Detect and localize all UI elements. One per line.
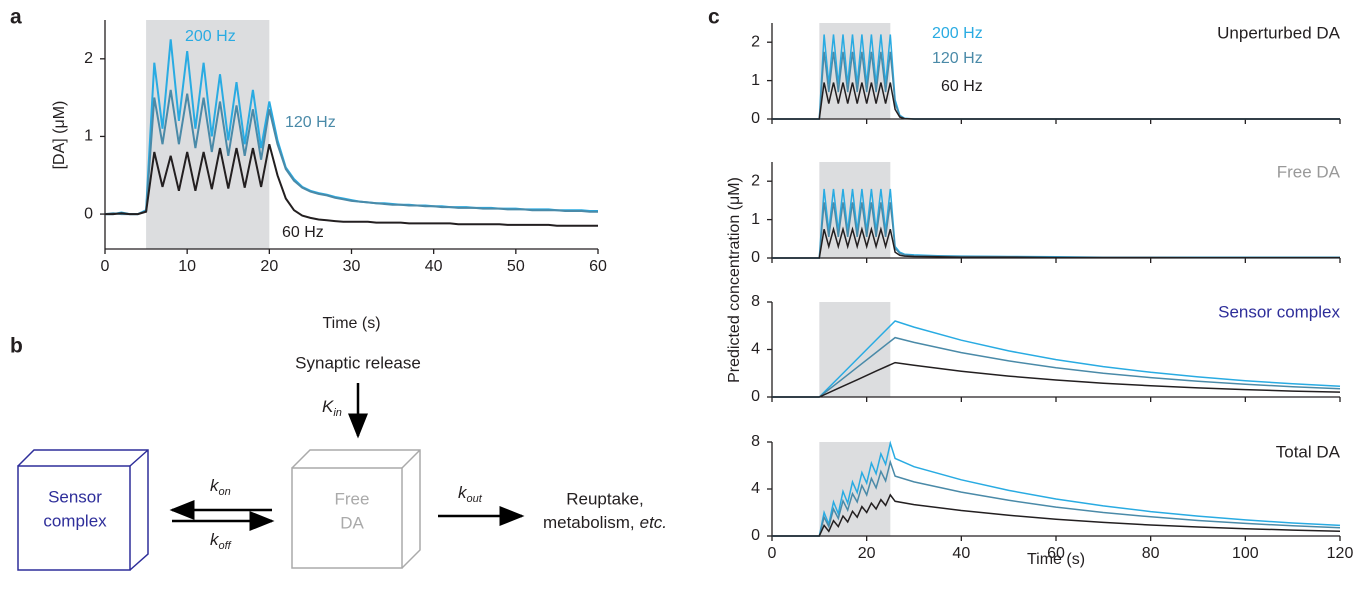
subscript: off bbox=[219, 540, 232, 552]
symbol: k bbox=[210, 530, 220, 549]
rate-label: kout bbox=[458, 483, 483, 504]
y-tick-label: 0 bbox=[751, 249, 760, 266]
symbol: k bbox=[458, 483, 468, 502]
x-tick-label: 60 bbox=[589, 258, 607, 275]
sensor-cube bbox=[17, 449, 149, 571]
y-tick-label: 1 bbox=[751, 211, 760, 228]
y-tick-label: 0 bbox=[751, 110, 760, 127]
x-tick-label: 60 bbox=[1047, 545, 1065, 562]
series-line bbox=[105, 143, 598, 227]
y-tick-label: 8 bbox=[751, 433, 760, 450]
chart-title: Unperturbed DA bbox=[1217, 23, 1341, 42]
x-tick-label: 10 bbox=[178, 258, 196, 275]
x-axis-label: Time (s) bbox=[322, 315, 380, 332]
series-line bbox=[772, 440, 1341, 537]
y-tick-label: 8 bbox=[751, 293, 760, 310]
series-line bbox=[772, 320, 1341, 398]
node-label: Sensor bbox=[48, 487, 102, 506]
x-tick-label: 0 bbox=[768, 545, 777, 562]
y-tick-label: 2 bbox=[84, 50, 93, 67]
series-line bbox=[772, 82, 1340, 120]
x-tick-label: 30 bbox=[343, 258, 361, 275]
chart-title: Total DA bbox=[1276, 442, 1341, 461]
y-tick-label: 1 bbox=[751, 72, 760, 89]
node-label: DA bbox=[340, 513, 364, 532]
rate-label: koff bbox=[210, 530, 232, 551]
series-line bbox=[772, 336, 1341, 398]
series-label: 120 Hz bbox=[285, 114, 336, 131]
y-tick-label: 4 bbox=[751, 480, 760, 497]
series-label: 200 Hz bbox=[185, 28, 236, 45]
series-label: 120 Hz bbox=[932, 50, 983, 67]
y-tick-label: 4 bbox=[751, 341, 760, 358]
series-line bbox=[772, 459, 1341, 537]
x-tick-label: 0 bbox=[101, 258, 110, 275]
node-label-part: metabolism, bbox=[543, 513, 635, 532]
y-tick-label: 1 bbox=[84, 128, 93, 145]
node-label: complex bbox=[43, 511, 107, 530]
panel-label: c bbox=[708, 6, 720, 29]
symbol: K bbox=[322, 397, 334, 416]
x-tick-label: 50 bbox=[507, 258, 525, 275]
x-tick-label: 80 bbox=[1142, 545, 1160, 562]
node-label: Synaptic release bbox=[295, 353, 421, 372]
rate-label: kon bbox=[210, 476, 231, 497]
chart-title: Free DA bbox=[1277, 162, 1341, 181]
y-tick-label: 2 bbox=[751, 172, 760, 189]
y-tick-label: 0 bbox=[751, 388, 760, 405]
node-label: Reuptake, bbox=[566, 489, 644, 508]
subscript: out bbox=[467, 493, 483, 505]
series-line bbox=[104, 89, 598, 216]
x-tick-label: 120 bbox=[1327, 545, 1354, 562]
symbol: k bbox=[210, 476, 220, 495]
x-tick-label: 20 bbox=[858, 545, 876, 562]
series-label: 60 Hz bbox=[282, 224, 324, 241]
y-axis-label: Predicted concentration (μM) bbox=[726, 177, 743, 383]
chart-title: Sensor complex bbox=[1218, 302, 1340, 321]
y-tick-label: 0 bbox=[84, 205, 93, 222]
node-label: metabolism, etc. bbox=[543, 513, 667, 532]
panel-label: b bbox=[10, 335, 23, 358]
x-tick-label: 40 bbox=[425, 258, 443, 275]
y-axis-label: [DA] (μM) bbox=[51, 101, 68, 170]
series-label: 200 Hz bbox=[932, 25, 983, 42]
rate-label: Kin bbox=[322, 397, 342, 418]
series-label: 60 Hz bbox=[941, 78, 983, 95]
series-line bbox=[772, 226, 1340, 259]
x-tick-label: 100 bbox=[1232, 545, 1259, 562]
x-axis-label: Time (s) bbox=[1027, 551, 1085, 568]
y-tick-label: 0 bbox=[751, 527, 760, 544]
series-line bbox=[772, 493, 1341, 537]
diagram: Synaptic release Kin Sensor complex Free… bbox=[17, 353, 667, 571]
series-line bbox=[772, 361, 1341, 398]
node-label-part: etc. bbox=[640, 513, 667, 532]
x-tick-label: 20 bbox=[260, 258, 278, 275]
free-da-cube bbox=[291, 449, 421, 569]
node-label: Free bbox=[335, 489, 370, 508]
subscript: on bbox=[219, 486, 231, 498]
panel-label: a bbox=[10, 6, 22, 29]
subscript: in bbox=[333, 407, 342, 419]
y-tick-label: 2 bbox=[751, 33, 760, 50]
x-tick-label: 40 bbox=[952, 545, 970, 562]
